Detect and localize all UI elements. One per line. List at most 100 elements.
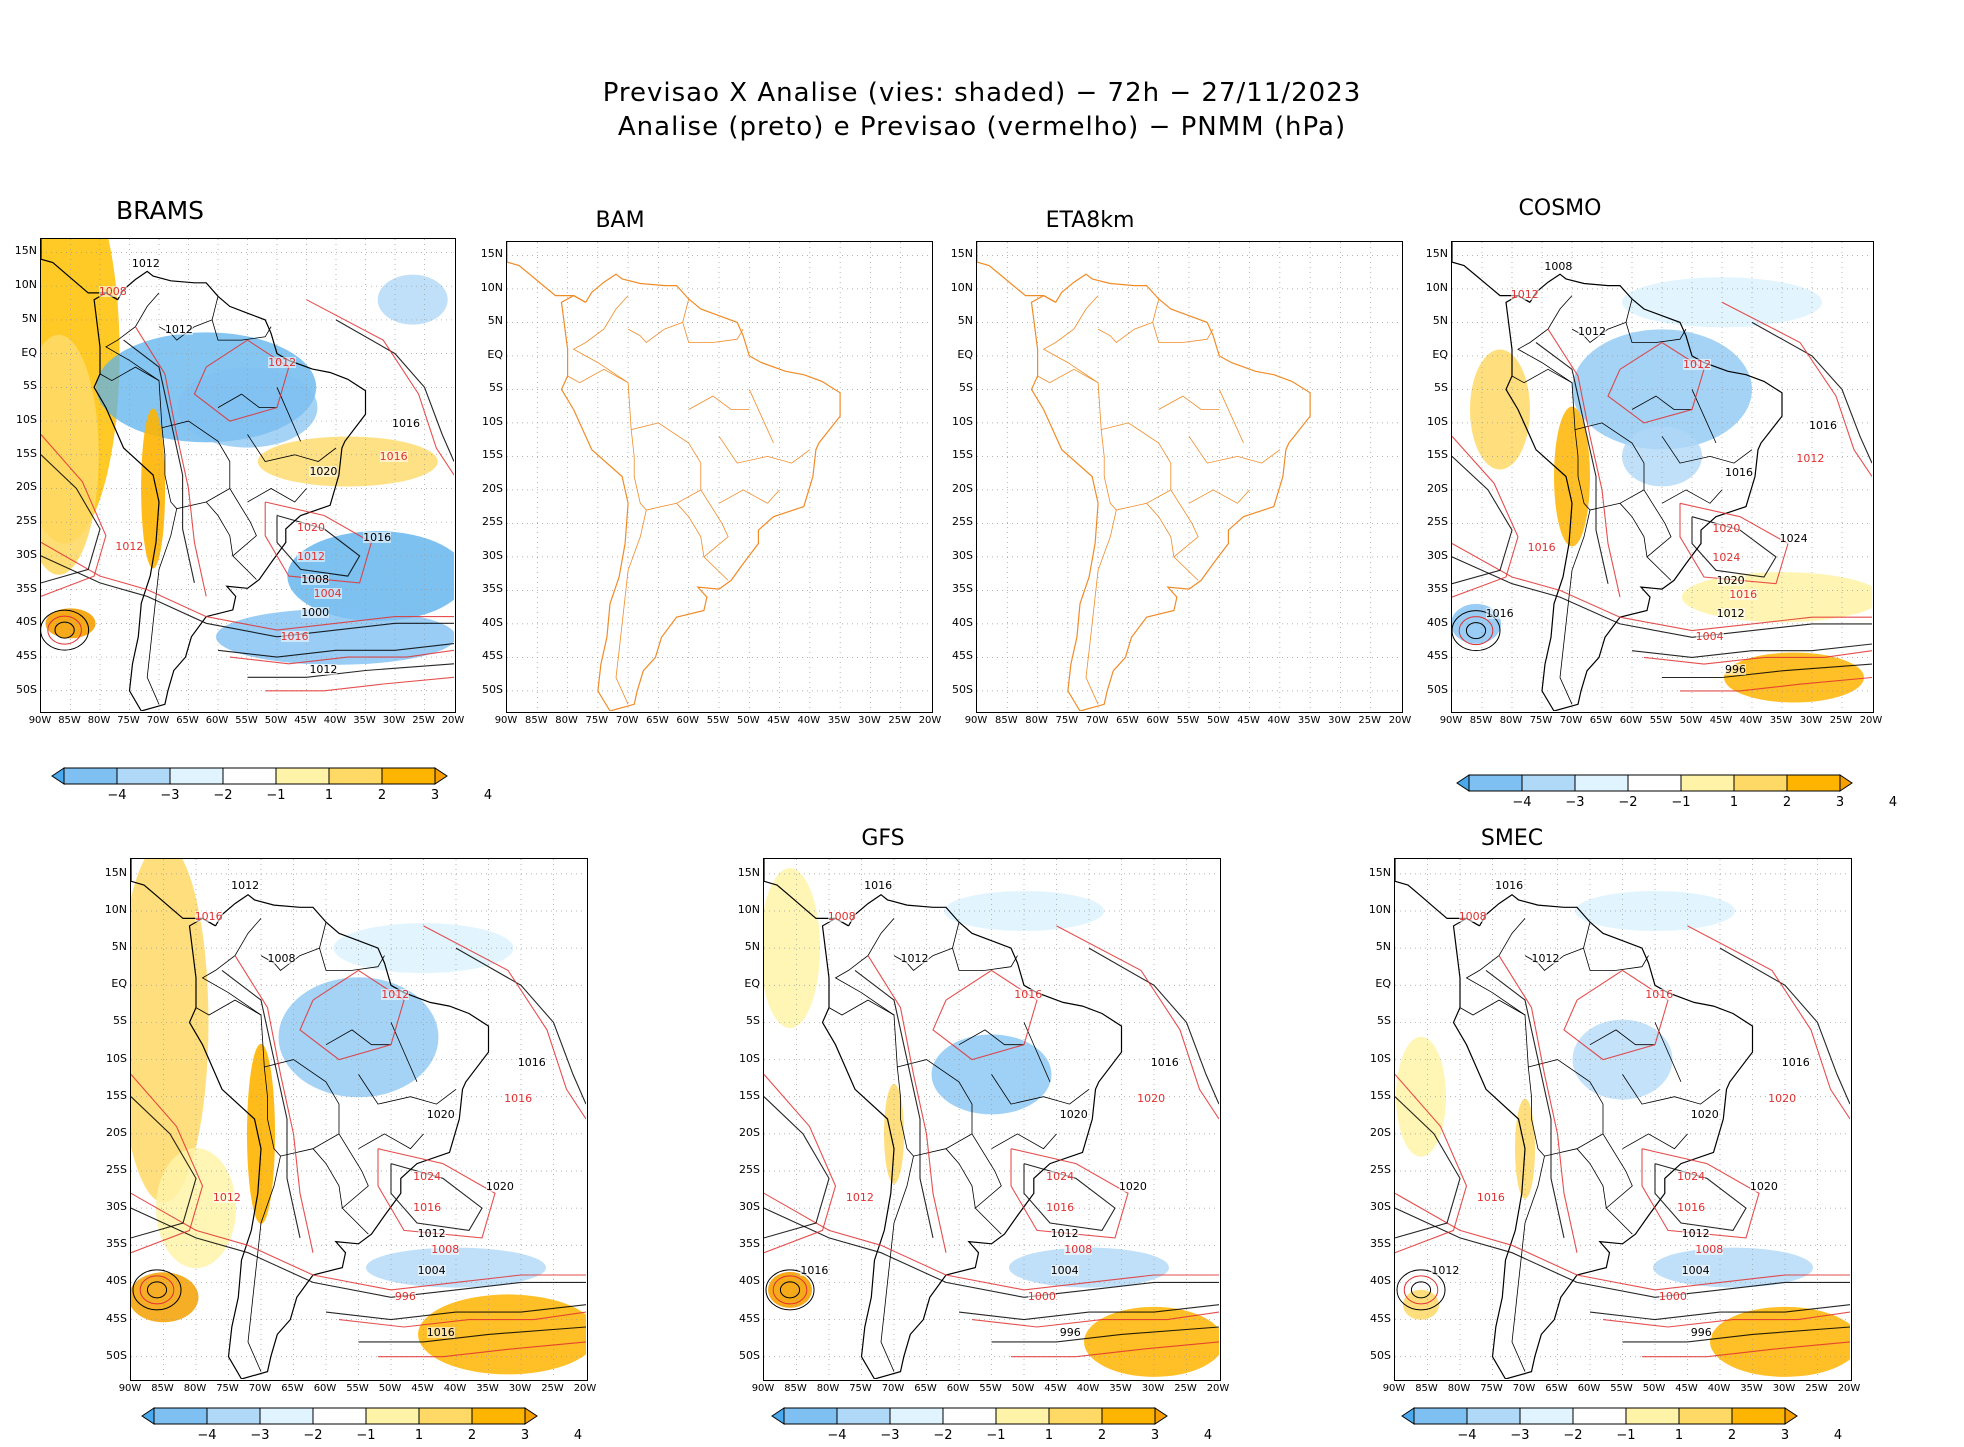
smec-colorbar-bin-2 <box>1466 1407 1521 1425</box>
brams-isobar-2 <box>217 643 454 658</box>
lat-tick-label: 10S <box>1370 1051 1391 1065</box>
cosmo-country-border-9 <box>1691 389 1717 444</box>
contour-label: 1016 <box>1014 988 1043 1001</box>
smec-country-border-5 <box>1459 999 1526 1016</box>
gfs-isobar-7 <box>1010 1148 1129 1239</box>
bam-central-america-coast <box>507 242 586 303</box>
map-frame-cosmo: 1008 1012 1012 1012 1016 1012 1016 1020 1024 1024… <box>1451 241 1874 713</box>
lon-tick-label: 60W <box>946 1383 970 1394</box>
cosmo-country-border-4 <box>1517 295 1573 363</box>
lat-tick-label: EQ <box>1375 977 1391 991</box>
contour-label: 1012 <box>309 662 338 676</box>
contour-label: 1020 <box>485 1180 514 1194</box>
smec-isobar-7 <box>1641 1148 1760 1239</box>
brams-country-border-11 <box>247 488 307 503</box>
lon-tick-label: 75W <box>849 1383 872 1394</box>
ensemble-country-border-1 <box>263 1066 340 1157</box>
ensemble-country-border-9 <box>390 1022 418 1083</box>
contour-label: 1008 <box>1544 259 1573 273</box>
lat-tick-label: 40S <box>16 615 37 629</box>
ensemble-isobar-9 <box>131 1074 204 1254</box>
ensemble-country-border-11 <box>358 1133 424 1150</box>
lon-tick-label: 45W <box>411 1383 434 1394</box>
bam-country-border-11 <box>718 489 780 504</box>
cosmo-isobar-0 <box>1452 556 1872 638</box>
gfs-isobar-1 <box>764 1192 1219 1291</box>
brams-colorbar-left-arrow <box>51 767 65 785</box>
lat-tick-label: 50S <box>482 682 503 696</box>
smec-isobar-1 <box>1395 1192 1850 1291</box>
cosmo-isobar-3 <box>1643 650 1872 665</box>
eta8km-country-border-1 <box>1100 429 1171 511</box>
map-svg-ensemble <box>131 859 586 1379</box>
brams-colorbar-bin-4 <box>222 767 277 785</box>
lat-tick-label: 10N <box>1425 280 1448 294</box>
lat-tick-label: 40S <box>952 615 973 629</box>
gfs-colorbar-bin-3 <box>889 1407 944 1425</box>
smec-isobar-10 <box>1719 947 1850 1105</box>
cosmo-colorbar-bin-2 <box>1521 774 1576 792</box>
brams-isobar-5 <box>265 676 454 692</box>
lat-tick-label: 5S <box>1377 1014 1391 1028</box>
lon-tick-label: 55W <box>346 1383 369 1394</box>
lon-tick-label: 60W <box>676 715 700 726</box>
lat-tick-label: 25S <box>952 515 973 529</box>
smec-low-ring-2 <box>1396 1269 1446 1311</box>
lon-tick-label: 45W <box>1675 1383 1698 1394</box>
ensemble-bias-patch-0 <box>131 859 209 1203</box>
lat-tick-label: 25S <box>1370 1163 1391 1176</box>
brams-colorbar-bin-6 <box>328 767 383 785</box>
map-frame-brams: 1012 1008 1012 1012 1016 1016 1020 1020 1016 1012… <box>40 238 456 713</box>
lon-tick-label: 65W <box>1589 715 1613 726</box>
smec-country-border-6 <box>1583 922 1649 971</box>
brams-colorbar-label: 3 <box>430 788 440 803</box>
smec-colorbar-bin-3 <box>1519 1407 1574 1425</box>
contour-label: 1012 <box>268 356 297 369</box>
lat-tick-label: 5S <box>113 1014 127 1028</box>
cosmo-colorbar-svg <box>1456 774 1853 792</box>
brams-country-border-6 <box>211 296 272 341</box>
map-svg-brams <box>41 239 454 711</box>
lon-tick-label: 75W <box>1055 715 1079 726</box>
brams-colorbar-svg <box>51 767 448 785</box>
contour-label: 1016 <box>280 629 309 643</box>
lon-tick-label: 20W <box>1837 1383 1861 1394</box>
ensemble-isobar-6 <box>390 1163 483 1231</box>
contour-label: 1012 <box>1050 1227 1079 1241</box>
smec-coastline <box>1452 893 1754 1379</box>
cosmo-isobar-9 <box>1452 435 1519 598</box>
cosmo-coastline <box>1505 273 1783 711</box>
lat-tick-label: 10N <box>104 903 127 916</box>
bam-coastline <box>560 273 841 711</box>
gfs-isobar-12 <box>932 969 1038 1061</box>
contour-label: 1020 <box>1716 573 1745 587</box>
cosmo-isobar-5 <box>1680 676 1872 692</box>
brams-bias-patch-1 <box>41 334 99 575</box>
lon-tick-label: 65W <box>1545 1383 1568 1394</box>
gfs-colorbar-right-arrow <box>1154 1407 1168 1425</box>
smec-isobar-11 <box>1687 925 1850 1120</box>
lat-tick-label: 15N <box>737 865 760 879</box>
ensemble-bias-patch-4 <box>131 1272 199 1323</box>
brams-isobar-9 <box>41 434 107 597</box>
lon-tick-label: 40W <box>797 715 821 726</box>
gfs-country-border-5 <box>828 999 895 1016</box>
lon-tick-label: 85W <box>784 1383 807 1394</box>
contour-label: 1016 <box>1485 606 1514 620</box>
lon-tick-label: 70W <box>1085 715 1109 726</box>
lon-tick-label: 90W <box>1382 1383 1406 1394</box>
lat-tick-label: 35S <box>1370 1237 1391 1251</box>
gfs-isobar-5 <box>1011 1341 1219 1358</box>
lon-tick-label: 30W <box>1328 715 1351 726</box>
lat-tick-label: 15S <box>106 1088 127 1102</box>
lon-tick-label: 65W <box>914 1383 937 1394</box>
lat-tick-label: 10S <box>739 1051 760 1065</box>
cosmo-colorbar-bin-4 <box>1627 774 1682 792</box>
lat-tick-label: 15N <box>104 865 127 879</box>
lat-tick-label: 45S <box>16 649 37 663</box>
lat-tick-label: 15S <box>1427 448 1448 462</box>
brams-isobar-10 <box>335 319 454 462</box>
contour-label: 1016 <box>800 1263 829 1277</box>
lon-tick-label: 60W <box>313 1383 337 1394</box>
cosmo-country-border-8 <box>1661 436 1753 464</box>
